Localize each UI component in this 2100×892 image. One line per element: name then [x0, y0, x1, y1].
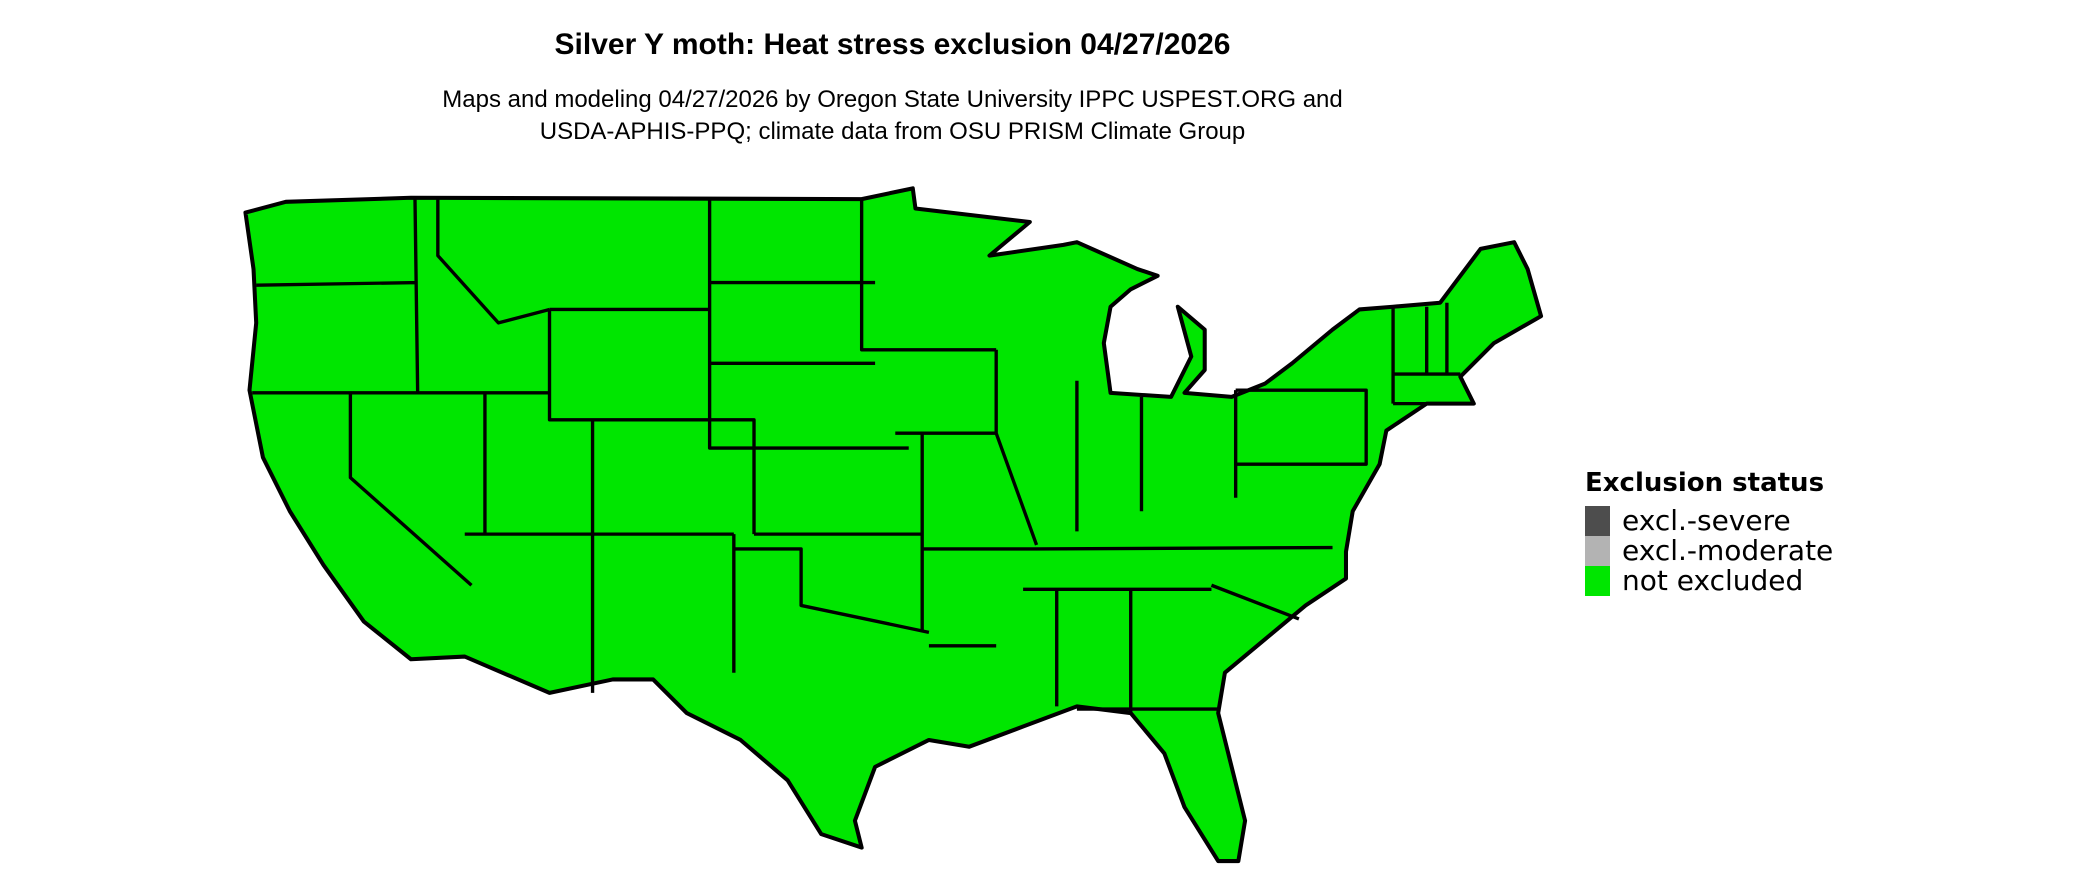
- legend-swatch: [1585, 506, 1610, 536]
- map-subtitle-line2: USDA-APHIS-PPQ; climate data from OSU PR…: [539, 118, 1246, 145]
- us-outline: [243, 186, 1544, 864]
- map-subtitle-line1: Maps and modeling 04/27/2026 by Oregon S…: [442, 86, 1343, 113]
- legend-label: not excluded: [1622, 564, 1804, 597]
- legend-label: excl.-moderate: [1622, 534, 1834, 567]
- legend-swatch: [1585, 536, 1610, 566]
- legend-item-not-excluded: not excluded: [1585, 566, 1833, 596]
- legend-label: excl.-severe: [1622, 504, 1791, 537]
- legend: Exclusion status excl.-severe excl.-mode…: [1585, 468, 1833, 596]
- legend-swatch: [1585, 566, 1610, 596]
- state-borders: [252, 197, 1461, 714]
- legend-item-excl-severe: excl.-severe: [1585, 506, 1833, 536]
- legend-title: Exclusion status: [1585, 468, 1825, 498]
- map-title: Silver Y moth: Heat stress exclusion 04/…: [554, 28, 1231, 61]
- legend-item-excl-moderate: excl.-moderate: [1585, 536, 1833, 566]
